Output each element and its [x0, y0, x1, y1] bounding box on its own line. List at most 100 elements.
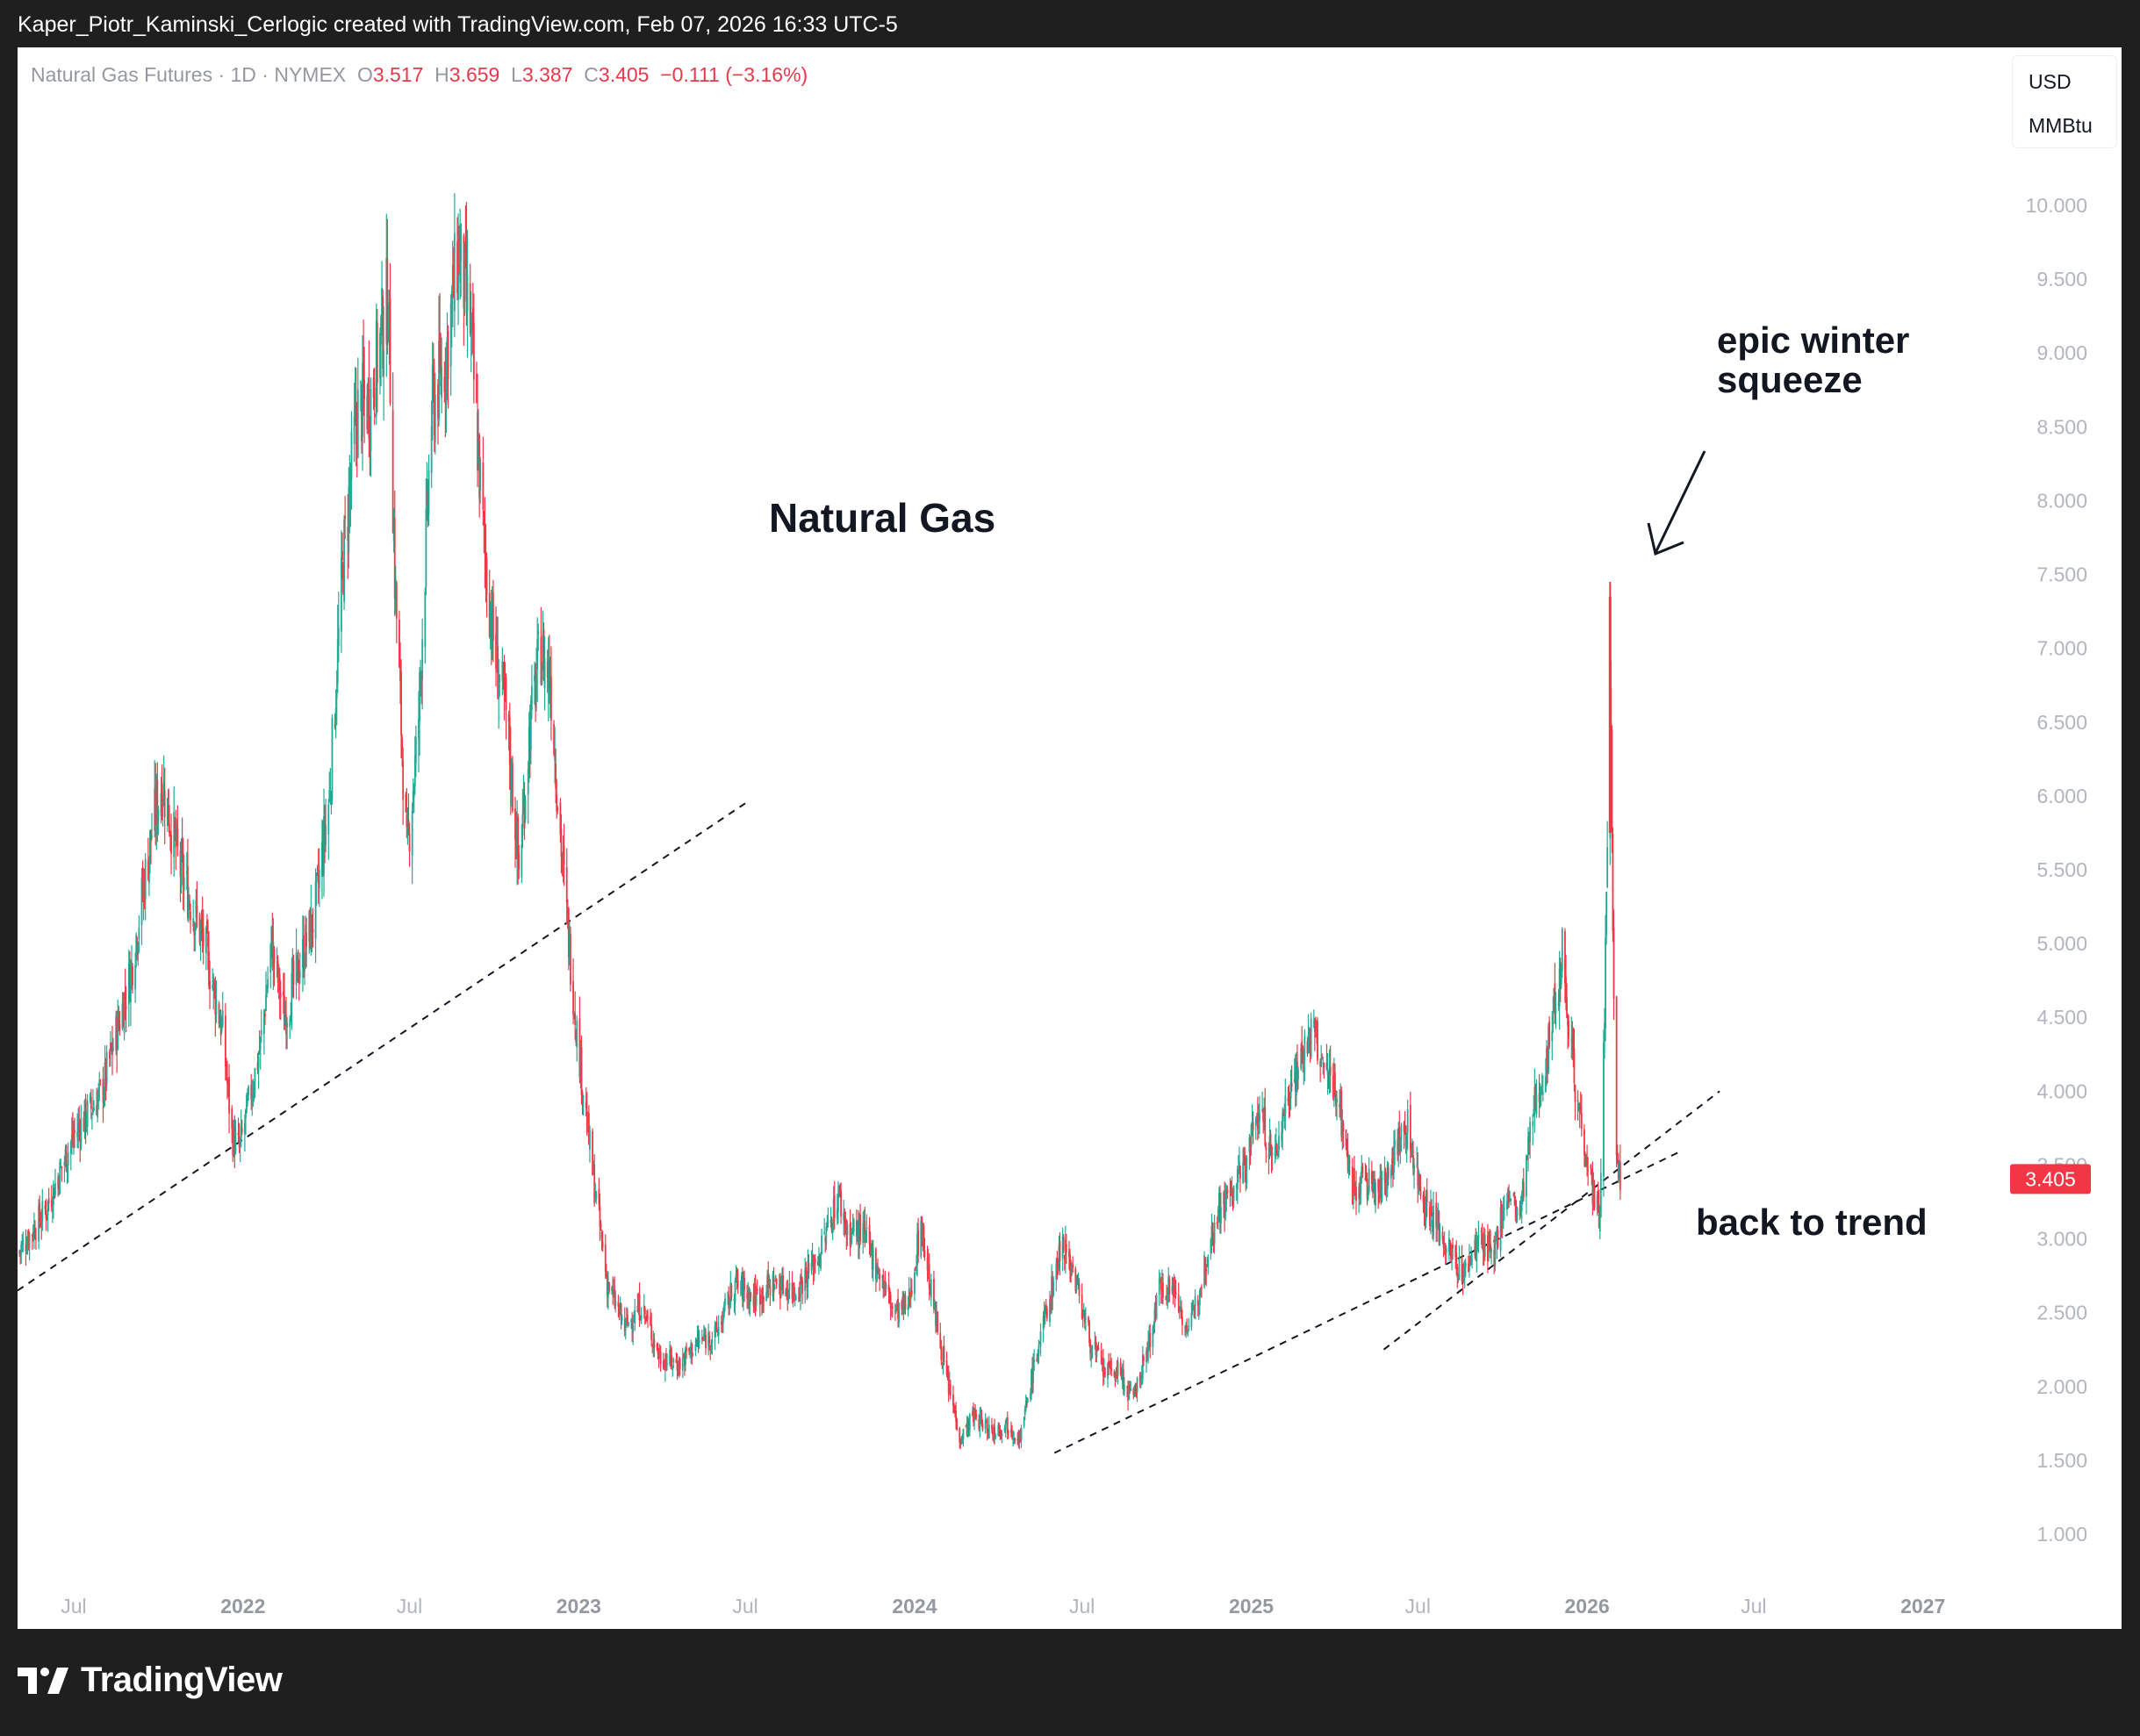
candle-body — [1417, 1167, 1419, 1186]
candle-body — [1596, 1194, 1598, 1211]
currency-label[interactable]: USD — [2029, 70, 2072, 93]
candle-body — [505, 678, 507, 711]
candle-body — [929, 1292, 931, 1295]
candle-body — [1268, 1136, 1271, 1158]
candle-body — [226, 1077, 228, 1084]
candle-body — [518, 853, 521, 870]
candle-body — [1319, 1061, 1322, 1067]
candle-body — [1591, 1175, 1594, 1204]
candle-body — [330, 795, 333, 798]
candle-body — [587, 1113, 590, 1144]
candle-body — [1413, 1164, 1415, 1174]
candle-body — [691, 1344, 693, 1358]
price-chart[interactable]: 10.000 9.500 9.000 8.500 8.000 7.500 7.000 6.50… — [18, 47, 2122, 1629]
candle-body — [498, 684, 500, 699]
candle-body — [1490, 1250, 1492, 1252]
candle-body — [753, 1286, 756, 1308]
candle-body — [979, 1415, 981, 1429]
close-label: C — [584, 63, 599, 86]
candle-body — [1181, 1316, 1183, 1325]
candle-body — [722, 1312, 724, 1324]
candle-body — [427, 470, 430, 515]
candle-body — [1267, 1155, 1270, 1158]
symbol-legend[interactable]: Natural Gas Futures · 1D · NYMEX O3.517 … — [31, 63, 808, 87]
candle-body — [111, 1044, 112, 1049]
candle-body — [708, 1335, 711, 1344]
candle-body — [717, 1327, 720, 1336]
annotation-arrow[interactable] — [1647, 450, 1706, 556]
candle-body — [1493, 1250, 1496, 1266]
candle-body — [1146, 1350, 1148, 1353]
candle-body — [199, 924, 202, 941]
candle-body — [89, 1094, 91, 1101]
candle-body — [1570, 1038, 1573, 1041]
candle-body — [1383, 1170, 1386, 1180]
symbol-info[interactable]: Natural Gas Futures · 1D · NYMEX — [31, 63, 347, 86]
candle-body — [633, 1321, 636, 1323]
candle-body — [109, 1043, 111, 1056]
candle-body — [993, 1425, 995, 1436]
candle-body — [400, 671, 402, 735]
candle-body — [389, 298, 391, 404]
candle-body — [32, 1224, 35, 1239]
candle-body — [1114, 1379, 1117, 1381]
trendline[interactable] — [1382, 1090, 1720, 1351]
candle-body — [1135, 1393, 1138, 1395]
candle-body — [103, 1093, 105, 1105]
candle-body — [214, 986, 217, 1015]
candle-body — [897, 1298, 899, 1319]
candle-body — [565, 866, 568, 903]
candle-body — [314, 881, 317, 939]
candle-body — [1248, 1137, 1251, 1153]
trendline[interactable] — [18, 802, 746, 1292]
candle-body — [1378, 1195, 1381, 1202]
currency-unit-selector[interactable]: USD MMBtu — [2013, 56, 2116, 147]
annotation-back-to-trend[interactable]: back to trend — [1696, 1202, 1928, 1243]
chart-panel[interactable]: 10.000 9.500 9.000 8.500 8.000 7.500 7.000 6.50… — [18, 47, 2122, 1629]
candle-body — [1561, 929, 1563, 972]
tradingview-logo: TradingView — [18, 1661, 283, 1700]
candle-body — [485, 559, 487, 566]
time-axis[interactable]: Jul 2022 Jul 2023 Jul 2024 Jul 2025 Jul 2026 Jul 20… — [61, 1595, 1945, 1618]
candle-body — [1082, 1309, 1085, 1316]
candle-body — [1019, 1434, 1022, 1443]
candle-body — [995, 1436, 997, 1438]
candle-body — [1604, 1022, 1605, 1039]
candle-body — [566, 909, 569, 915]
candle-body — [542, 629, 545, 680]
candle-body — [1166, 1296, 1168, 1298]
candle-body — [169, 833, 171, 836]
candle-body — [936, 1313, 937, 1324]
candle-body — [1457, 1278, 1460, 1281]
candle-body — [1495, 1239, 1497, 1241]
candle-body — [813, 1261, 815, 1271]
candle-body — [898, 1302, 901, 1323]
candle-body — [818, 1258, 820, 1264]
candle-body — [1553, 988, 1555, 1012]
candle-body — [1397, 1138, 1399, 1155]
unit-label[interactable]: MMBtu — [2029, 114, 2093, 137]
candle-body — [115, 1016, 118, 1051]
candle-body — [651, 1344, 654, 1345]
candle-body — [1213, 1222, 1216, 1245]
candle-body — [743, 1279, 744, 1303]
candle-body — [1162, 1282, 1164, 1298]
candle-body — [613, 1289, 615, 1291]
candle-body — [1282, 1112, 1284, 1133]
candle-body — [78, 1123, 81, 1127]
candle-body — [535, 678, 538, 699]
annotation-natural-gas[interactable]: Natural Gas — [769, 495, 995, 541]
candle-body — [586, 1114, 589, 1130]
candle-body — [1212, 1235, 1215, 1241]
candle-body — [839, 1187, 841, 1194]
candle-body — [679, 1359, 681, 1370]
candle-body — [54, 1188, 55, 1199]
candle-body — [1171, 1286, 1174, 1293]
trendline[interactable] — [1053, 1149, 1684, 1454]
candle-body — [173, 812, 176, 857]
candle-body — [379, 333, 381, 378]
candle-body — [859, 1215, 861, 1241]
annotation-epic-winter-squeeze[interactable]: epic winter squeeze — [1717, 319, 1920, 400]
candle-body — [264, 1013, 266, 1017]
price-axis[interactable]: 10.000 9.500 9.000 8.500 8.000 7.500 7.000 6.50… — [2026, 194, 2087, 1546]
